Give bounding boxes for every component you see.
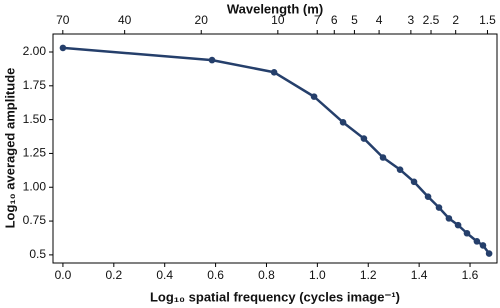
- x-tick-label: 1.6: [462, 268, 479, 282]
- data-point: [208, 56, 216, 64]
- top-tick-label: 10: [271, 13, 285, 27]
- top-tick-label: 1.5: [479, 13, 496, 27]
- y-tick-label: 1.00: [23, 179, 47, 193]
- top-axis-label: Wavelength (m): [227, 1, 323, 16]
- x-tick-label: 0.4: [156, 268, 173, 282]
- x-tick-label: 1.2: [360, 268, 377, 282]
- data-point: [473, 238, 481, 245]
- x-tick-label: 0.2: [105, 268, 122, 282]
- top-tick-label: 3: [408, 13, 415, 27]
- data-point: [435, 204, 443, 211]
- plot-frame: [52, 33, 498, 264]
- data-point: [485, 250, 493, 257]
- y-axis-label: Log₁₀ averaged amplitude: [2, 68, 17, 229]
- data-point: [379, 154, 387, 161]
- data-point: [410, 178, 418, 186]
- y-tick-label: 2.00: [23, 44, 47, 58]
- top-tick-label: 2: [452, 13, 459, 27]
- y-tick-label: 1.50: [23, 112, 47, 126]
- data-point: [310, 93, 318, 100]
- top-tick-label: 2.5: [423, 13, 440, 27]
- top-tick-label: 6: [331, 13, 338, 27]
- data-point: [479, 242, 487, 249]
- x-tick-label: 1.4: [411, 268, 428, 282]
- y-tick-label: 0.75: [23, 213, 47, 227]
- data-point: [445, 215, 453, 222]
- data-point: [59, 44, 67, 52]
- data-line: [62, 46, 491, 255]
- y-tick-label: 0.5: [29, 247, 46, 261]
- data-point: [360, 135, 368, 142]
- top-tick-label: 40: [118, 13, 132, 27]
- top-tick-label: 20: [195, 13, 209, 27]
- x-tick-label: 0.0: [55, 268, 72, 282]
- data-point: [463, 229, 471, 237]
- x-tick-label: 0.6: [207, 268, 224, 282]
- data-point: [424, 193, 432, 201]
- top-tick-label: 4: [376, 13, 383, 27]
- top-tick-label: 7: [314, 13, 321, 27]
- y-tick-label: 1.75: [23, 78, 47, 92]
- x-axis-label: Log₁₀ spatial frequency (cycles image⁻¹): [150, 289, 400, 304]
- x-tick-label: 0.8: [258, 268, 275, 282]
- data-point: [339, 119, 347, 126]
- data-point: [454, 221, 462, 229]
- y-tick-label: 1.25: [23, 146, 47, 160]
- data-point: [270, 68, 278, 76]
- data-point: [396, 166, 404, 173]
- x-tick-label: 1.0: [309, 268, 326, 282]
- top-tick-label: 5: [351, 13, 358, 27]
- top-tick-label: 70: [56, 13, 70, 27]
